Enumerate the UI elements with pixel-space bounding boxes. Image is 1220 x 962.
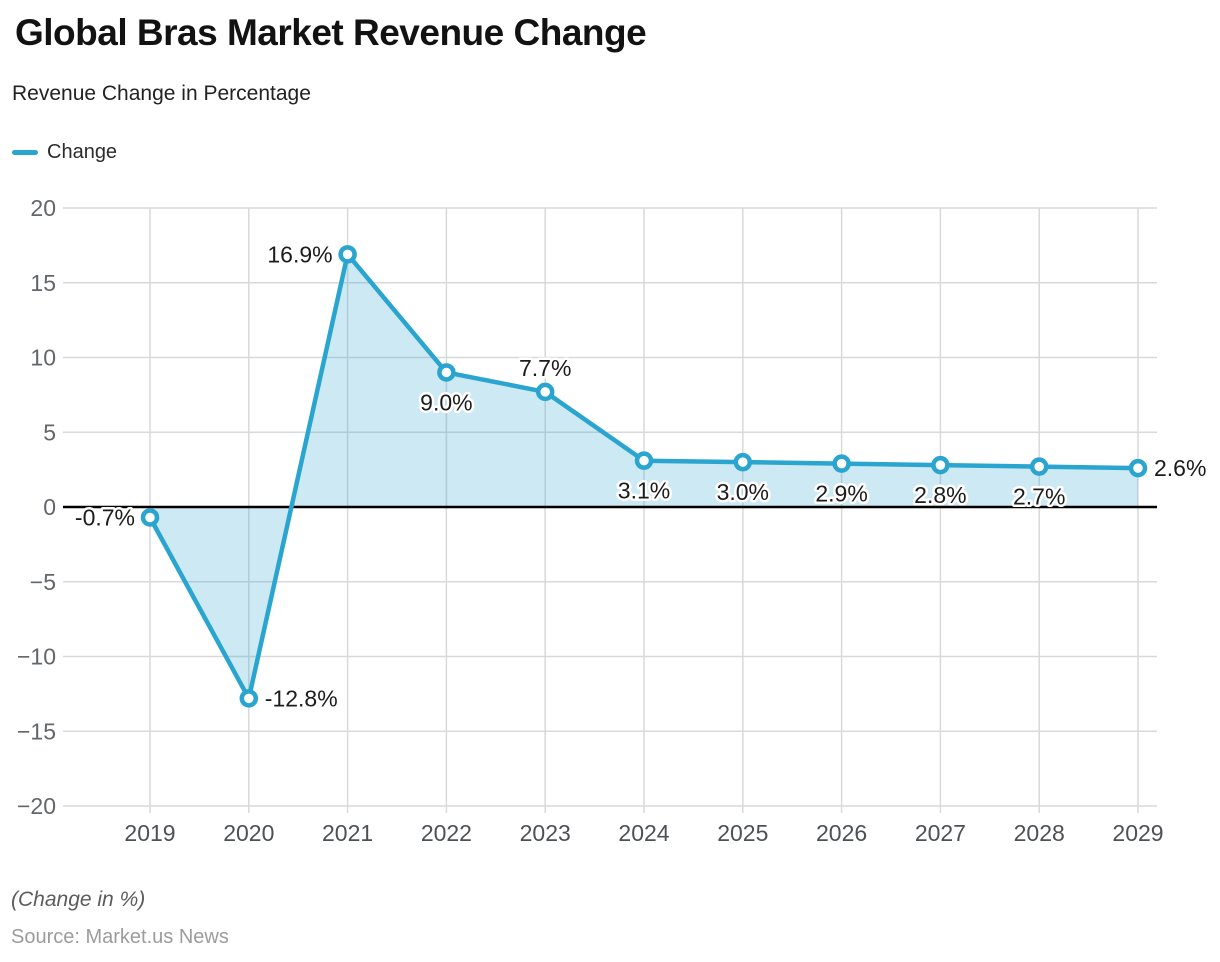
- point-label-2024: 3.1%: [618, 478, 670, 504]
- x-tick-label: 2022: [421, 820, 472, 846]
- point-label-2027: 2.8%: [914, 482, 966, 508]
- x-tick-label: 2025: [717, 820, 768, 846]
- data-point-2025[interactable]: [733, 452, 753, 472]
- data-point-2021[interactable]: [338, 245, 357, 264]
- y-tick-label: 10: [30, 345, 56, 371]
- x-tick-label: 2020: [223, 820, 274, 846]
- point-label-2028: 2.7%: [1013, 484, 1065, 510]
- data-point-2019[interactable]: [140, 508, 160, 527]
- data-point-2029[interactable]: [1128, 458, 1148, 478]
- y-tick-label: −15: [17, 718, 56, 744]
- y-tick-label: 15: [30, 270, 56, 296]
- data-point-2020[interactable]: [239, 689, 259, 708]
- series-area-fill: [150, 254, 1138, 699]
- legend-item-change[interactable]: Change: [12, 141, 117, 164]
- point-label-2025: 3.0%: [717, 479, 769, 505]
- point-label-2026: 2.9%: [815, 481, 867, 507]
- legend-label: Change: [47, 141, 118, 163]
- point-label-2021: 16.9%: [267, 241, 332, 267]
- data-point-2024[interactable]: [634, 451, 654, 470]
- legend: Change: [12, 141, 117, 164]
- y-tick-label: 20: [30, 195, 56, 221]
- x-tick-label: 2026: [816, 820, 867, 846]
- data-point-2023[interactable]: [535, 382, 555, 402]
- area-chart: −20 −15 −10 −5 0 5 10 15 20 2019 2020 2021 2022 2023 2…: [16, 195, 1207, 846]
- y-tick-label: 5: [43, 419, 56, 445]
- point-label-2029: 2.6%: [1154, 455, 1206, 481]
- data-point-2028[interactable]: [1029, 457, 1049, 476]
- y-tick-label: −5: [30, 569, 56, 595]
- x-tick-label: 2029: [1112, 820, 1163, 846]
- legend-swatch: [12, 150, 38, 155]
- point-label-2022: 9.0%: [420, 389, 472, 415]
- chart-title: Global Bras Market Revenue Change: [15, 12, 647, 53]
- data-point-2022[interactable]: [437, 363, 456, 382]
- y-tick-label: −20: [17, 793, 56, 819]
- point-label-2019: -0.7%: [75, 504, 135, 530]
- x-tick-label: 2021: [322, 820, 373, 846]
- x-tick-label: 2024: [618, 820, 669, 846]
- data-point-2026[interactable]: [832, 454, 851, 473]
- x-tick-label: 2028: [1014, 820, 1065, 846]
- axis-note: (Change in %): [11, 888, 146, 911]
- y-tick-label: 0: [43, 494, 56, 520]
- point-label-2023: 7.7%: [519, 355, 571, 381]
- source-credit: Source: Market.us News: [11, 926, 229, 948]
- point-label-2020: -12.8%: [265, 685, 338, 711]
- y-tick-label: −10: [17, 644, 56, 670]
- x-tick-label: 2019: [124, 820, 175, 846]
- x-tick-label: 2027: [915, 820, 966, 846]
- chart-subtitle: Revenue Change in Percentage: [12, 82, 311, 105]
- x-tick-label: 2023: [520, 820, 571, 846]
- data-point-2027[interactable]: [931, 455, 950, 475]
